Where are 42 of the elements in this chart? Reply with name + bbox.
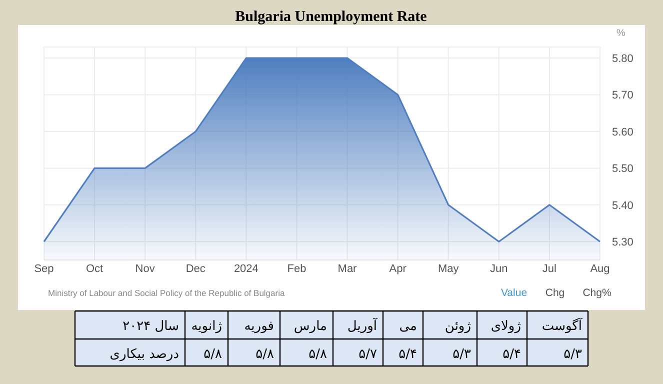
x-tick-label: Jul <box>542 263 556 275</box>
x-tick-label: Dec <box>186 263 206 275</box>
y-tick-label: 5.50 <box>612 163 634 176</box>
text: ۵/۳ <box>564 347 582 362</box>
text: ۵/۳ <box>452 347 472 362</box>
x-tick-label: Aug <box>590 263 610 275</box>
y-tick-label: 5.70 <box>612 90 634 102</box>
text: ۵/۸ <box>308 347 328 362</box>
y-tick-label: 5.80 <box>612 53 634 66</box>
text: فوریه <box>244 319 274 334</box>
x-tick-label: 2024 <box>234 263 258 275</box>
text: ۵/۷ <box>358 347 378 362</box>
text: ژولای <box>490 319 521 334</box>
text: سال ۲۰۲۴ <box>122 319 179 334</box>
text: Ministry of Labour and Social Policy of the Republic of Bulgaria <box>48 288 285 298</box>
text: مارس <box>294 319 327 334</box>
text: ۵/۸ <box>256 347 274 362</box>
x-tick-label: Oct <box>86 263 104 275</box>
text: ۵/۴ <box>398 347 418 362</box>
x-tick-label: Feb <box>287 263 306 275</box>
x-tick-label: Jun <box>490 263 508 275</box>
text: آگوست <box>542 317 584 334</box>
text: می <box>399 319 417 334</box>
text: Chg% <box>582 287 612 299</box>
text: ۵/۸ <box>204 347 222 362</box>
text: Chg <box>545 287 565 299</box>
text: آوریل <box>347 317 378 334</box>
x-tick-label: Nov <box>135 263 156 275</box>
chart-title: Bulgaria Unemployment Rate <box>235 9 428 25</box>
text: ۵/۴ <box>502 347 522 362</box>
x-tick-label: Sep <box>34 263 54 275</box>
x-tick-label: Apr <box>389 263 407 275</box>
text: ژوئن <box>444 319 471 334</box>
text: Value <box>500 287 528 299</box>
text: ژانویه <box>191 319 222 334</box>
y-axis-title: % <box>616 28 626 39</box>
y-tick-label: 5.30 <box>612 236 634 249</box>
x-tick-label: Mar <box>338 263 358 275</box>
x-tick-label: May <box>438 263 460 275</box>
y-tick-label: 5.40 <box>612 200 634 212</box>
y-tick-label: 5.60 <box>612 126 634 138</box>
text: درصد بیکاری <box>110 347 180 362</box>
